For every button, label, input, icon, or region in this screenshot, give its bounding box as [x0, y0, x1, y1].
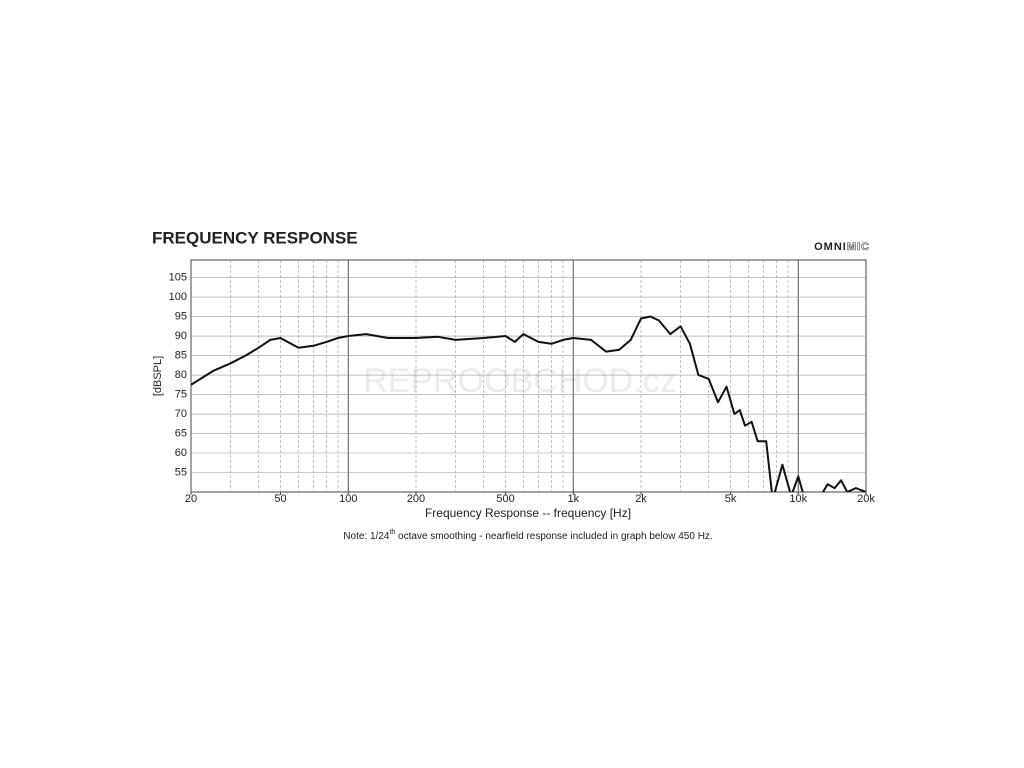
x-axis-label: Frequency Response -- frequency [Hz] [425, 506, 631, 520]
y-tick-label: 85 [175, 349, 187, 361]
y-tick-label: 70 [175, 408, 187, 420]
note-text: Note: 1/24 [343, 531, 390, 542]
y-tick-label: 105 [169, 271, 187, 283]
note: Note: 1/24th octave smoothing - nearfiel… [343, 529, 712, 542]
watermark: REPROOBCHOD.cz [363, 362, 677, 400]
x-tick-label: 20k [857, 493, 875, 505]
y-tick-label: 80 [175, 369, 187, 381]
line [191, 315, 866, 492]
x-tick-label: 5k [725, 493, 737, 505]
y-tick-label: 75 [175, 388, 187, 400]
logo-outline: MIC [847, 241, 870, 253]
x-tick-label: 2k [635, 493, 647, 505]
y-tick-label: 90 [175, 330, 187, 342]
x-tick-label: 500 [496, 493, 514, 505]
logo-bold: OMNI [814, 241, 847, 253]
note-sup: th [389, 529, 395, 536]
logo: OMNIMIC [814, 241, 870, 253]
plot-frame [190, 259, 867, 493]
y-tick-label: 100 [169, 291, 187, 303]
y-tick-label: 65 [175, 427, 187, 439]
x-tick-label: 20 [185, 493, 197, 505]
x-tick-label: 200 [407, 493, 425, 505]
y-tick-label: 95 [175, 310, 187, 322]
x-tick-label: 10k [789, 493, 807, 505]
x-tick-label: 1k [567, 493, 579, 505]
y-axis-label: [dBSPL] [152, 356, 164, 396]
note-text: octave smoothing - nearfield response in… [395, 531, 712, 542]
x-tick-label: 100 [339, 493, 357, 505]
x-tick-label: 50 [274, 493, 286, 505]
chart-title: FREQUENCY RESPONSE [152, 228, 358, 247]
y-tick-label: 60 [175, 447, 187, 459]
plot-area [191, 315, 866, 492]
y-tick-label: 55 [175, 466, 187, 478]
